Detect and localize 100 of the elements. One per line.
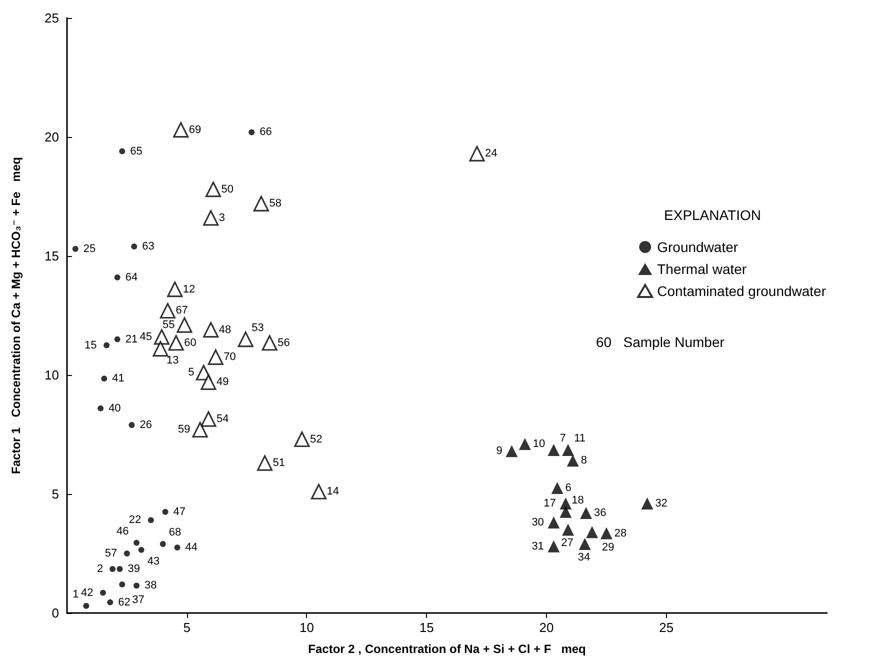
- annotation: 55: [162, 319, 175, 332]
- annotation: 18: [572, 494, 584, 506]
- annotation: 7: [560, 432, 566, 444]
- legend-label: Thermal water: [657, 261, 747, 277]
- point: [203, 210, 219, 226]
- annotation: 60 Sample Number: [596, 334, 725, 350]
- point: [174, 544, 180, 551]
- point: [310, 484, 327, 500]
- annotation: 66: [260, 126, 272, 138]
- annotation: 13: [166, 354, 179, 366]
- point: [566, 454, 579, 467]
- annotation: 52: [310, 433, 322, 446]
- annotation: 44: [185, 542, 198, 554]
- annotation: 9: [496, 445, 502, 458]
- point: [548, 516, 560, 529]
- point: [148, 517, 154, 524]
- point: [98, 405, 104, 412]
- annotation: 36: [594, 507, 606, 520]
- point: [160, 302, 176, 319]
- point: [506, 445, 518, 458]
- annotation: 30: [532, 516, 544, 529]
- point: [580, 507, 592, 520]
- annotation: 63: [142, 240, 154, 252]
- point: [208, 349, 224, 365]
- annotation: 5: [188, 366, 194, 379]
- point: [262, 335, 278, 351]
- annotation: 67: [176, 304, 188, 317]
- x-tick-label: 5: [183, 620, 190, 635]
- point: [104, 342, 110, 348]
- point: [560, 498, 572, 510]
- annotation: 45: [140, 330, 152, 343]
- annotation: 69: [188, 124, 202, 136]
- point: [116, 566, 123, 572]
- point: [548, 540, 560, 552]
- point: [205, 182, 222, 198]
- annotation: 32: [655, 498, 668, 510]
- point: [83, 602, 90, 609]
- point: [562, 444, 574, 456]
- annotation: 34: [578, 551, 590, 564]
- annotation: 41: [112, 372, 124, 385]
- point: [200, 411, 216, 427]
- annotation: 53: [252, 322, 264, 334]
- annotation: 51: [272, 457, 286, 470]
- annotation: 1: [72, 588, 79, 600]
- point: [551, 482, 564, 494]
- point: [154, 329, 170, 345]
- point: [107, 599, 114, 606]
- annotation: 58: [269, 198, 282, 210]
- point: [548, 444, 560, 456]
- annotation: 27: [561, 537, 574, 550]
- point: [238, 332, 254, 348]
- annotation: 50: [221, 183, 234, 196]
- point: [110, 566, 116, 572]
- annotation: 49: [216, 376, 229, 388]
- point: [192, 422, 208, 438]
- point: [119, 148, 126, 154]
- annotation: 15: [84, 339, 97, 352]
- point: [167, 282, 183, 298]
- legend-label: Groundwater: [657, 239, 738, 255]
- point: [100, 590, 106, 596]
- annotation: 62: [118, 596, 130, 608]
- annotation: 68: [168, 526, 182, 538]
- point: [253, 196, 269, 212]
- point: [586, 526, 598, 538]
- point: [138, 546, 144, 553]
- point: [469, 146, 485, 162]
- annotation: 38: [144, 580, 157, 592]
- annotation: 3: [218, 212, 225, 224]
- point: [101, 376, 108, 382]
- point: [131, 243, 138, 250]
- annotation: 59: [178, 424, 190, 436]
- x-tick-label: 25: [659, 620, 674, 635]
- point: [560, 506, 572, 518]
- point: [134, 582, 140, 589]
- y-axis-title: Factor 1 Concentration of Ca + Mg + HCO₃⁻ + Fe meq: [9, 157, 23, 474]
- point: [128, 422, 135, 428]
- point: [134, 540, 140, 546]
- point: [160, 540, 166, 547]
- point: [162, 508, 168, 515]
- annotation: 54: [216, 413, 229, 426]
- point: [600, 527, 612, 540]
- point: [114, 336, 120, 342]
- point: [152, 341, 168, 357]
- annotation: 17: [544, 498, 556, 510]
- x-tick-label: 15: [419, 620, 434, 635]
- point: [248, 129, 255, 136]
- point: [114, 274, 120, 280]
- y-tick-label: 20: [44, 130, 59, 144]
- annotation: 43: [147, 555, 160, 568]
- annotation: 65: [130, 145, 142, 158]
- y-tick-label: 25: [44, 10, 59, 26]
- annotation: 48: [218, 324, 232, 336]
- annotation: 39: [128, 562, 140, 575]
- annotation: 37: [132, 594, 144, 606]
- point: [168, 335, 184, 351]
- x-tick-label: 20: [539, 620, 554, 635]
- annotation: 46: [116, 525, 129, 538]
- point: [200, 374, 216, 390]
- annotation: 2: [97, 562, 104, 575]
- annotation: 10: [532, 438, 546, 450]
